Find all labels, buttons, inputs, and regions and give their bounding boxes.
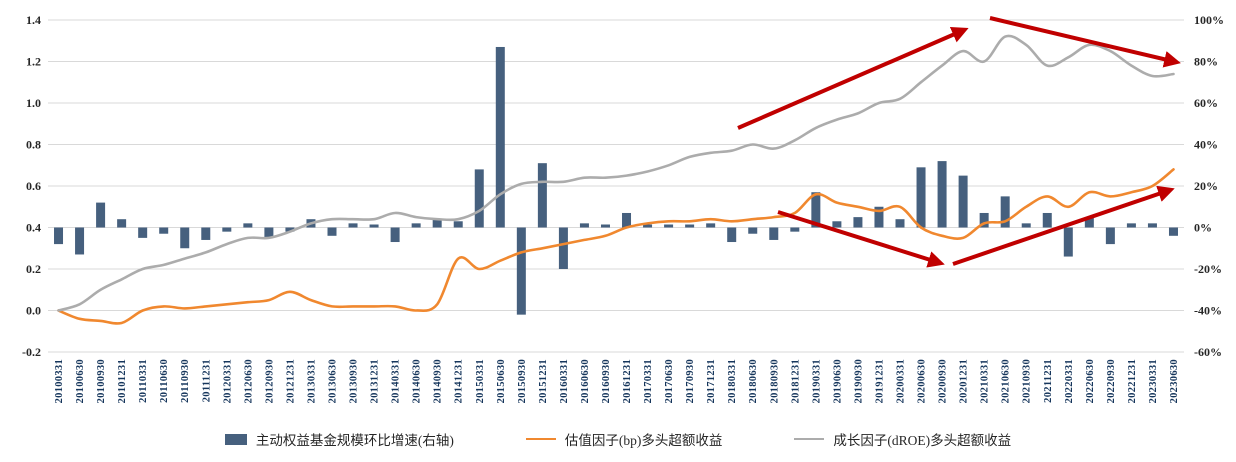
- svg-text:-20%: -20%: [1194, 262, 1222, 276]
- chart-legend: 主动权益基金规模环比增速(右轴) 估值因子(bp)多头超额收益 成长因子(dRO…: [0, 422, 1236, 456]
- svg-text:20130331: 20130331: [306, 359, 317, 403]
- svg-text:20210630: 20210630: [1001, 359, 1012, 403]
- svg-text:1.2: 1.2: [26, 55, 41, 69]
- svg-text:20120630: 20120630: [243, 359, 254, 403]
- svg-text:20171231: 20171231: [706, 359, 717, 403]
- svg-text:20110930: 20110930: [180, 359, 191, 403]
- svg-text:0.2: 0.2: [26, 262, 41, 276]
- svg-text:20180930: 20180930: [769, 359, 780, 403]
- svg-text:20200630: 20200630: [917, 359, 928, 403]
- svg-text:20170630: 20170630: [664, 359, 675, 403]
- svg-text:20170331: 20170331: [643, 359, 654, 403]
- legend-item-valuation-factor: 估值因子(bp)多头超额收益: [525, 429, 723, 449]
- svg-text:20180331: 20180331: [727, 359, 738, 403]
- growth-line-swatch: [794, 438, 825, 440]
- legend-item-growth-factor: 成长因子(dROE)多头超额收益: [794, 429, 1011, 449]
- svg-text:20140930: 20140930: [433, 359, 444, 403]
- svg-text:20211231: 20211231: [1043, 359, 1054, 403]
- valuation-line-swatch: [525, 438, 556, 440]
- svg-text:0.6: 0.6: [26, 179, 41, 193]
- svg-text:20220331: 20220331: [1064, 359, 1075, 403]
- svg-text:20151231: 20151231: [538, 359, 549, 403]
- svg-text:20191231: 20191231: [874, 359, 885, 403]
- svg-text:20230630: 20230630: [1169, 359, 1180, 403]
- svg-text:20100630: 20100630: [75, 359, 86, 403]
- svg-text:20101231: 20101231: [117, 359, 128, 403]
- svg-text:20200930: 20200930: [938, 359, 949, 403]
- legend-label-valuation-factor: 估值因子(bp)多头超额收益: [564, 433, 723, 448]
- svg-text:80%: 80%: [1194, 55, 1218, 69]
- factor-chart: 1.4 100% 1.2 80% 1.0 60% 0.8 40% 0.6 20% 0.4 0% 0.2 -…: [22, 13, 1224, 403]
- svg-text:0%: 0%: [1194, 221, 1212, 235]
- svg-text:20130930: 20130930: [349, 359, 360, 403]
- svg-text:20170930: 20170930: [685, 359, 696, 403]
- svg-text:0.0: 0.0: [26, 304, 41, 318]
- svg-text:20121231: 20121231: [285, 359, 296, 403]
- svg-text:20150331: 20150331: [475, 359, 486, 403]
- svg-text:20110331: 20110331: [138, 359, 149, 403]
- svg-text:20140630: 20140630: [412, 359, 423, 403]
- svg-text:20150630: 20150630: [496, 359, 507, 403]
- svg-text:20100331: 20100331: [54, 359, 65, 403]
- svg-text:20200331: 20200331: [896, 359, 907, 403]
- svg-text:20220630: 20220630: [1085, 359, 1096, 403]
- bar-series-swatch: [224, 433, 247, 445]
- svg-text:20111231: 20111231: [201, 359, 212, 402]
- svg-text:20140331: 20140331: [391, 359, 402, 403]
- svg-text:20220930: 20220930: [1106, 359, 1117, 403]
- svg-text:20%: 20%: [1194, 179, 1218, 193]
- svg-text:20201231: 20201231: [959, 359, 970, 403]
- svg-text:20210331: 20210331: [980, 359, 991, 403]
- svg-text:40%: 40%: [1194, 138, 1218, 152]
- svg-text:20230331: 20230331: [1148, 359, 1159, 403]
- svg-text:20130630: 20130630: [328, 359, 339, 403]
- svg-text:100%: 100%: [1194, 13, 1224, 27]
- svg-text:-0.2: -0.2: [22, 345, 41, 359]
- svg-text:20160930: 20160930: [601, 359, 612, 403]
- svg-text:20181231: 20181231: [790, 359, 801, 403]
- svg-text:20160331: 20160331: [559, 359, 570, 403]
- svg-text:20190630: 20190630: [832, 359, 843, 403]
- svg-text:1.0: 1.0: [26, 96, 41, 110]
- svg-text:20221231: 20221231: [1127, 359, 1138, 403]
- svg-text:20141231: 20141231: [454, 359, 465, 403]
- svg-text:20120331: 20120331: [222, 359, 233, 403]
- svg-text:0.4: 0.4: [26, 221, 41, 235]
- svg-text:60%: 60%: [1194, 96, 1218, 110]
- svg-text:20131231: 20131231: [370, 359, 381, 403]
- svg-text:20160630: 20160630: [580, 359, 591, 403]
- svg-text:20100930: 20100930: [96, 359, 107, 403]
- svg-text:20190331: 20190331: [811, 359, 822, 403]
- svg-text:20190930: 20190930: [853, 359, 864, 403]
- svg-text:-60%: -60%: [1194, 345, 1222, 359]
- svg-text:0.8: 0.8: [26, 138, 41, 152]
- svg-text:20161231: 20161231: [622, 359, 633, 403]
- legend-label-fund-scale: 主动权益基金规模环比增速(右轴): [255, 433, 454, 448]
- legend-item-fund-scale: 主动权益基金规模环比增速(右轴): [224, 429, 454, 449]
- svg-text:20210930: 20210930: [1022, 359, 1033, 403]
- svg-text:20150930: 20150930: [517, 359, 528, 403]
- legend-label-growth-factor: 成长因子(dROE)多头超额收益: [833, 433, 1012, 448]
- svg-text:1.4: 1.4: [26, 13, 41, 27]
- svg-text:20110630: 20110630: [159, 359, 170, 403]
- svg-text:-40%: -40%: [1194, 304, 1222, 318]
- svg-text:20180630: 20180630: [748, 359, 759, 403]
- svg-text:20120930: 20120930: [264, 359, 275, 403]
